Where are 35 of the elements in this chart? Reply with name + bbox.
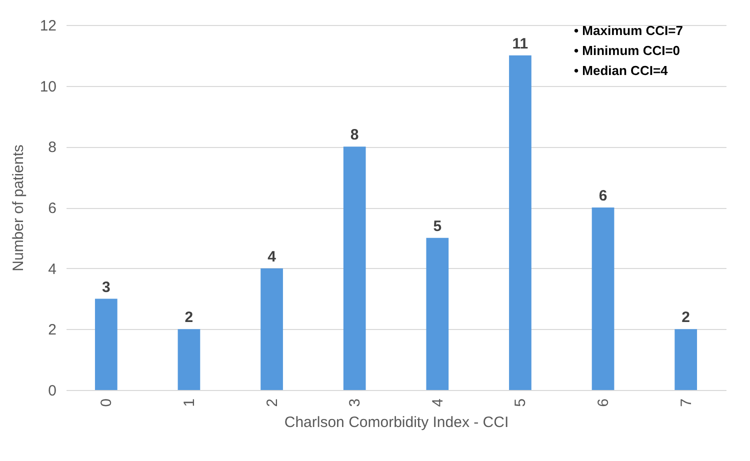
annotation: • Minimum CCI=0: [574, 43, 680, 58]
x-tick-label: 7: [678, 398, 695, 407]
x-axis-title: Charlson Comorbidity Index - CCI: [284, 414, 509, 431]
y-axis-title: Number of patients: [10, 144, 27, 272]
bar: [94, 298, 118, 390]
bar: [260, 268, 283, 390]
data-label: 11: [512, 35, 528, 52]
y-tick-label: 2: [48, 322, 56, 339]
x-tick-label: 1: [180, 398, 198, 407]
data-label: 3: [102, 278, 110, 296]
y-tick-label: 4: [48, 260, 56, 278]
data-label: 6: [598, 188, 608, 204]
x-tick-label: 6: [595, 398, 612, 407]
annotation: • Maximum CCI=7: [574, 23, 683, 38]
bar: [178, 329, 200, 390]
data-label: 4: [268, 248, 277, 266]
bar: [426, 238, 449, 390]
bar: [343, 146, 366, 390]
data-label: 8: [350, 126, 359, 144]
bar: [592, 208, 614, 390]
x-tick-label: 4: [429, 398, 446, 407]
bar: [674, 329, 698, 390]
x-tick-label: 3: [346, 398, 364, 407]
x-tick-label: 5: [512, 398, 530, 407]
y-tick-label: 8: [48, 139, 56, 156]
data-label: 2: [184, 309, 194, 326]
y-tick-label: 12: [40, 18, 56, 34]
data-label: 2: [682, 309, 690, 326]
x-tick-label: 2: [264, 398, 281, 407]
annotation: • Median CCI=4: [574, 63, 669, 78]
x-tick-label: 0: [98, 398, 116, 407]
y-tick-label: 10: [40, 78, 56, 96]
bar: [509, 55, 532, 390]
y-tick-label: 6: [48, 200, 56, 217]
data-label: 5: [433, 218, 442, 235]
